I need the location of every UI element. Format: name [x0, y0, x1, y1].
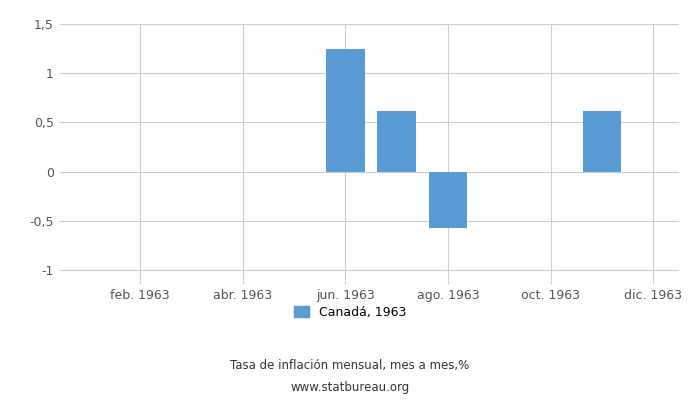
- Bar: [428, 172, 467, 228]
- Bar: [582, 111, 622, 172]
- Bar: [326, 49, 365, 172]
- Legend: Canadá, 1963: Canadá, 1963: [289, 301, 411, 324]
- Text: www.statbureau.org: www.statbureau.org: [290, 382, 410, 394]
- Text: Tasa de inflación mensual, mes a mes,%: Tasa de inflación mensual, mes a mes,%: [230, 360, 470, 372]
- Bar: [377, 111, 416, 172]
